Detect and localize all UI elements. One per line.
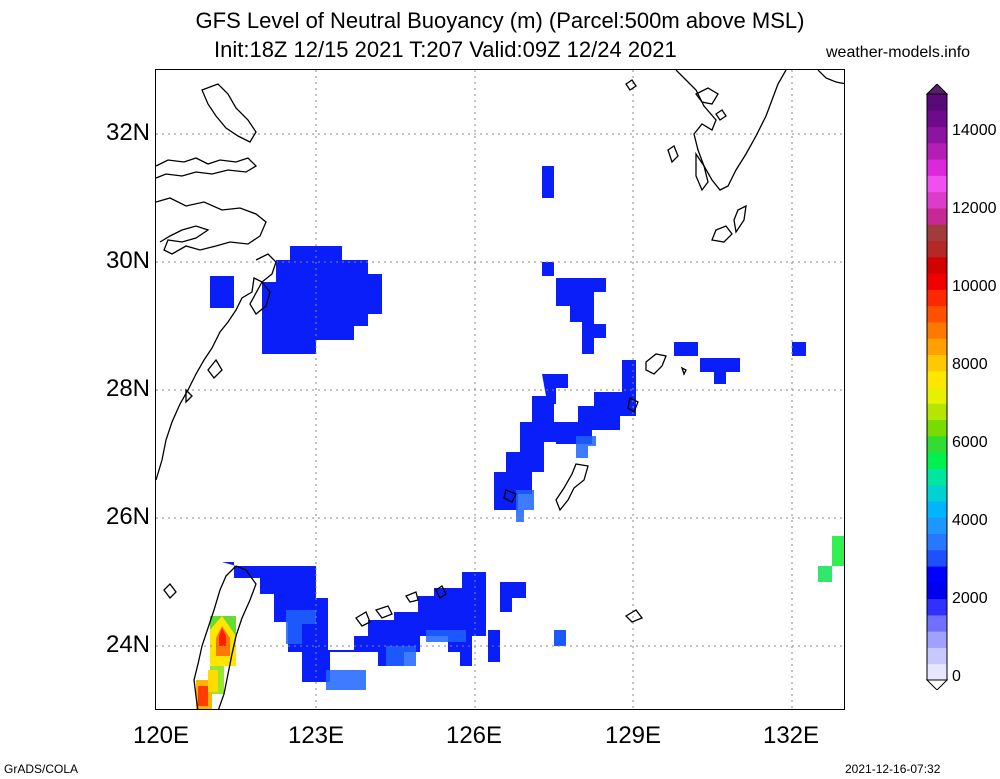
field-taiwan-hotspot: [196, 616, 236, 709]
colorbar-swatch: [927, 484, 947, 502]
colorbar-swatch: [927, 566, 947, 583]
lon-label: 123E: [287, 722, 345, 749]
colorbar-swatch: [927, 663, 947, 681]
colorbar-swatch: [927, 224, 947, 241]
colorbar-swatch: [927, 94, 947, 111]
colorbar-swatch: [927, 582, 947, 600]
colorbar-swatch: [927, 468, 947, 486]
lon-label: 126E: [445, 722, 503, 749]
colorbar-swatches: [926, 84, 948, 690]
colorbar-swatch: [927, 240, 947, 258]
colorbar-swatch: [927, 191, 947, 209]
colorbar-max-arrow: [926, 84, 948, 95]
graticule: [156, 70, 844, 709]
field-lightblue-patches: [286, 436, 596, 690]
colorbar-swatch: [927, 110, 947, 128]
colorbar-swatch: [927, 647, 947, 665]
map-canvas: [156, 70, 844, 709]
colorbar-swatch: [927, 631, 947, 648]
colorbar-min-arrow: [926, 679, 948, 690]
colorbar-label: 2000: [952, 590, 988, 607]
map-subtitle: Init:18Z 12/15 2021 T:207 Valid:09Z 12/2…: [214, 37, 677, 62]
colorbar-swatch: [927, 256, 947, 274]
lat-label: 32N: [105, 119, 150, 146]
colorbar-swatch: [927, 207, 947, 225]
colorbar-swatch: [927, 305, 947, 323]
colorbar-swatch: [927, 387, 947, 404]
colorbar-swatch: [927, 370, 947, 388]
lat-label: 30N: [105, 247, 150, 274]
colorbar-swatch: [927, 403, 947, 421]
colorbar-label: 10000: [952, 278, 997, 295]
colorbar-label: 8000: [952, 356, 988, 373]
lon-label: 120E: [132, 722, 190, 749]
colorbar-swatch: [927, 419, 947, 437]
colorbar-swatch: [927, 175, 947, 193]
colorbar-swatch: [927, 289, 947, 307]
colorbar-label: 14000: [952, 122, 997, 139]
lat-label: 24N: [105, 631, 150, 658]
colorbar-swatch: [927, 614, 947, 632]
colorbar-label: 12000: [952, 200, 997, 217]
lon-label: 132E: [762, 722, 820, 749]
coastlines: [156, 70, 844, 709]
colorbar-swatch: [927, 598, 947, 616]
colorbar-swatch: [927, 273, 947, 290]
colorbar-swatch: [927, 159, 947, 176]
colorbar-label: 0: [952, 668, 961, 685]
colorbar-label: 6000: [952, 434, 988, 451]
colorbar-swatch: [927, 452, 947, 469]
lat-label: 28N: [105, 375, 150, 402]
colorbar-swatch: [927, 533, 947, 551]
colorbar-swatch: [927, 142, 947, 160]
colorbar-swatch: [927, 435, 947, 453]
field-green-patch: [818, 566, 832, 582]
map-panel: [155, 69, 845, 710]
field-blue-patches: [210, 166, 806, 682]
lon-label: 129E: [604, 722, 662, 749]
colorbar-swatch: [927, 338, 947, 355]
footer-right: 2021-12-16-07:32: [845, 762, 941, 776]
colorbar-swatch: [927, 354, 947, 372]
colorbar-label: 4000: [952, 512, 988, 529]
map-title: GFS Level of Neutral Buoyancy (m) (Parce…: [195, 8, 805, 33]
footer-left: GrADS/COLA: [4, 762, 79, 776]
colorbar-swatch: [927, 321, 947, 339]
colorbar-swatch: [927, 126, 947, 144]
site-credit: weather-models.info: [826, 44, 971, 61]
field-green-patch: [832, 536, 844, 566]
colorbar-swatch: [927, 549, 947, 567]
colorbar: [926, 84, 948, 690]
colorbar-swatch: [927, 517, 947, 534]
lat-label: 26N: [105, 503, 150, 530]
colorbar-swatch: [927, 500, 947, 518]
